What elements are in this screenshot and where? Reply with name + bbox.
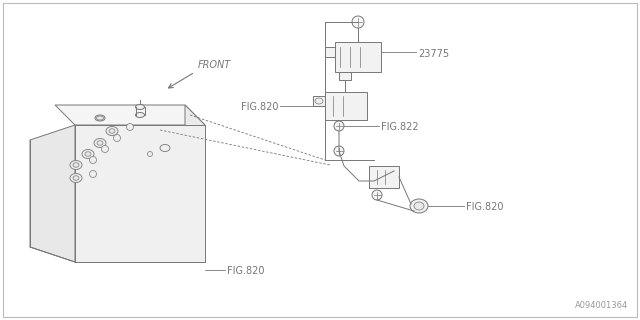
- Ellipse shape: [414, 202, 424, 210]
- Ellipse shape: [82, 149, 94, 158]
- Polygon shape: [75, 125, 205, 262]
- Circle shape: [102, 146, 109, 153]
- Text: FRONT: FRONT: [198, 60, 231, 70]
- Bar: [339, 72, 351, 80]
- Text: FIG.822: FIG.822: [381, 122, 419, 132]
- Bar: [325, 47, 335, 57]
- Bar: [325, 92, 367, 120]
- Circle shape: [334, 146, 344, 156]
- Circle shape: [334, 121, 344, 131]
- Polygon shape: [55, 105, 205, 125]
- Circle shape: [147, 151, 152, 156]
- Ellipse shape: [70, 173, 82, 182]
- Circle shape: [352, 16, 364, 28]
- Ellipse shape: [136, 105, 145, 109]
- Ellipse shape: [106, 126, 118, 135]
- Text: FIG.820: FIG.820: [227, 266, 264, 276]
- Text: A094001364: A094001364: [575, 301, 628, 310]
- Ellipse shape: [70, 161, 82, 170]
- Polygon shape: [30, 125, 75, 262]
- Circle shape: [90, 156, 97, 164]
- Ellipse shape: [160, 145, 170, 151]
- Ellipse shape: [109, 129, 115, 133]
- Bar: [335, 42, 381, 72]
- Ellipse shape: [136, 113, 145, 117]
- Ellipse shape: [85, 152, 91, 156]
- Text: FIG.820: FIG.820: [241, 102, 278, 112]
- Circle shape: [127, 124, 134, 131]
- Bar: [369, 166, 399, 188]
- Bar: [313, 96, 325, 106]
- Text: 23775: 23775: [418, 49, 449, 59]
- Ellipse shape: [97, 141, 103, 145]
- Ellipse shape: [410, 199, 428, 213]
- Polygon shape: [185, 105, 205, 262]
- Ellipse shape: [73, 163, 79, 167]
- Ellipse shape: [95, 115, 105, 121]
- Ellipse shape: [315, 98, 323, 104]
- Ellipse shape: [94, 139, 106, 148]
- Ellipse shape: [73, 176, 79, 180]
- Circle shape: [372, 190, 382, 200]
- Text: FIG.820: FIG.820: [466, 202, 504, 212]
- Circle shape: [90, 171, 97, 178]
- Ellipse shape: [97, 116, 104, 120]
- Circle shape: [113, 134, 120, 141]
